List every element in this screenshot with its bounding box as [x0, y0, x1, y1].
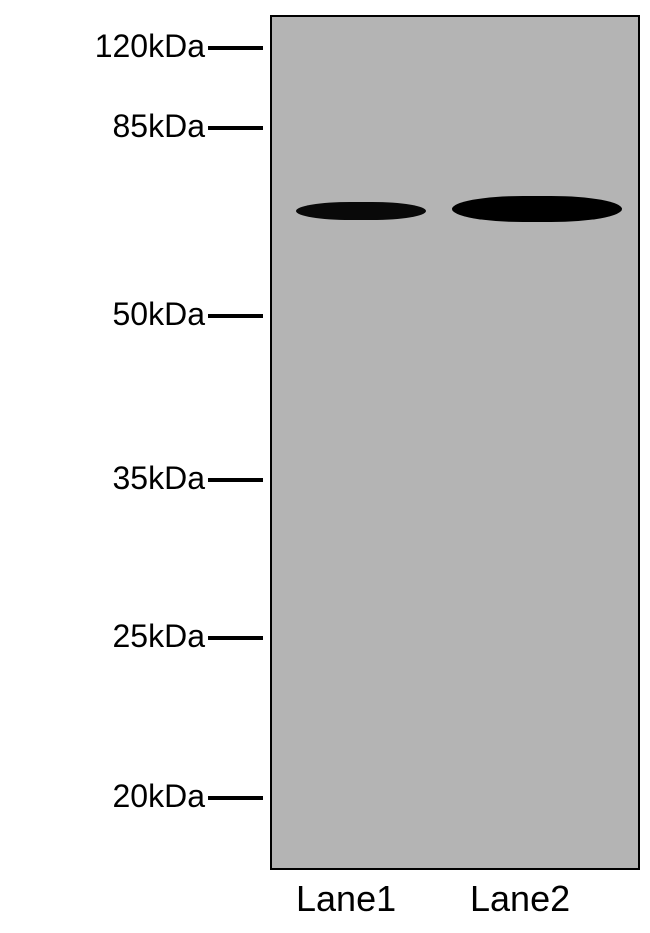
- ladder-marker-label: 25kDa: [55, 618, 205, 655]
- lane-label: Lane1: [296, 878, 396, 920]
- ladder-marker-label: 85kDa: [55, 108, 205, 145]
- ladder-marker-tick: [208, 126, 263, 130]
- ladder-marker-label: 20kDa: [55, 778, 205, 815]
- western-blot-figure: 120kDa 85kDa 50kDa 35kDa 25kDa 20kDa Lane1 Lan…: [0, 0, 650, 933]
- ladder-marker-label: 120kDa: [55, 28, 205, 65]
- ladder-marker-tick: [208, 636, 263, 640]
- ladder-marker-tick: [208, 314, 263, 318]
- ladder-marker-label: 50kDa: [55, 296, 205, 333]
- protein-band: [296, 202, 426, 220]
- ladder-marker-tick: [208, 478, 263, 482]
- blot-membrane: [270, 15, 640, 870]
- lane-label: Lane2: [470, 878, 570, 920]
- ladder-marker-tick: [208, 46, 263, 50]
- ladder-area: 120kDa 85kDa 50kDa 35kDa 25kDa 20kDa: [0, 0, 265, 900]
- ladder-marker-tick: [208, 796, 263, 800]
- protein-band: [452, 196, 622, 222]
- ladder-marker-label: 35kDa: [55, 460, 205, 497]
